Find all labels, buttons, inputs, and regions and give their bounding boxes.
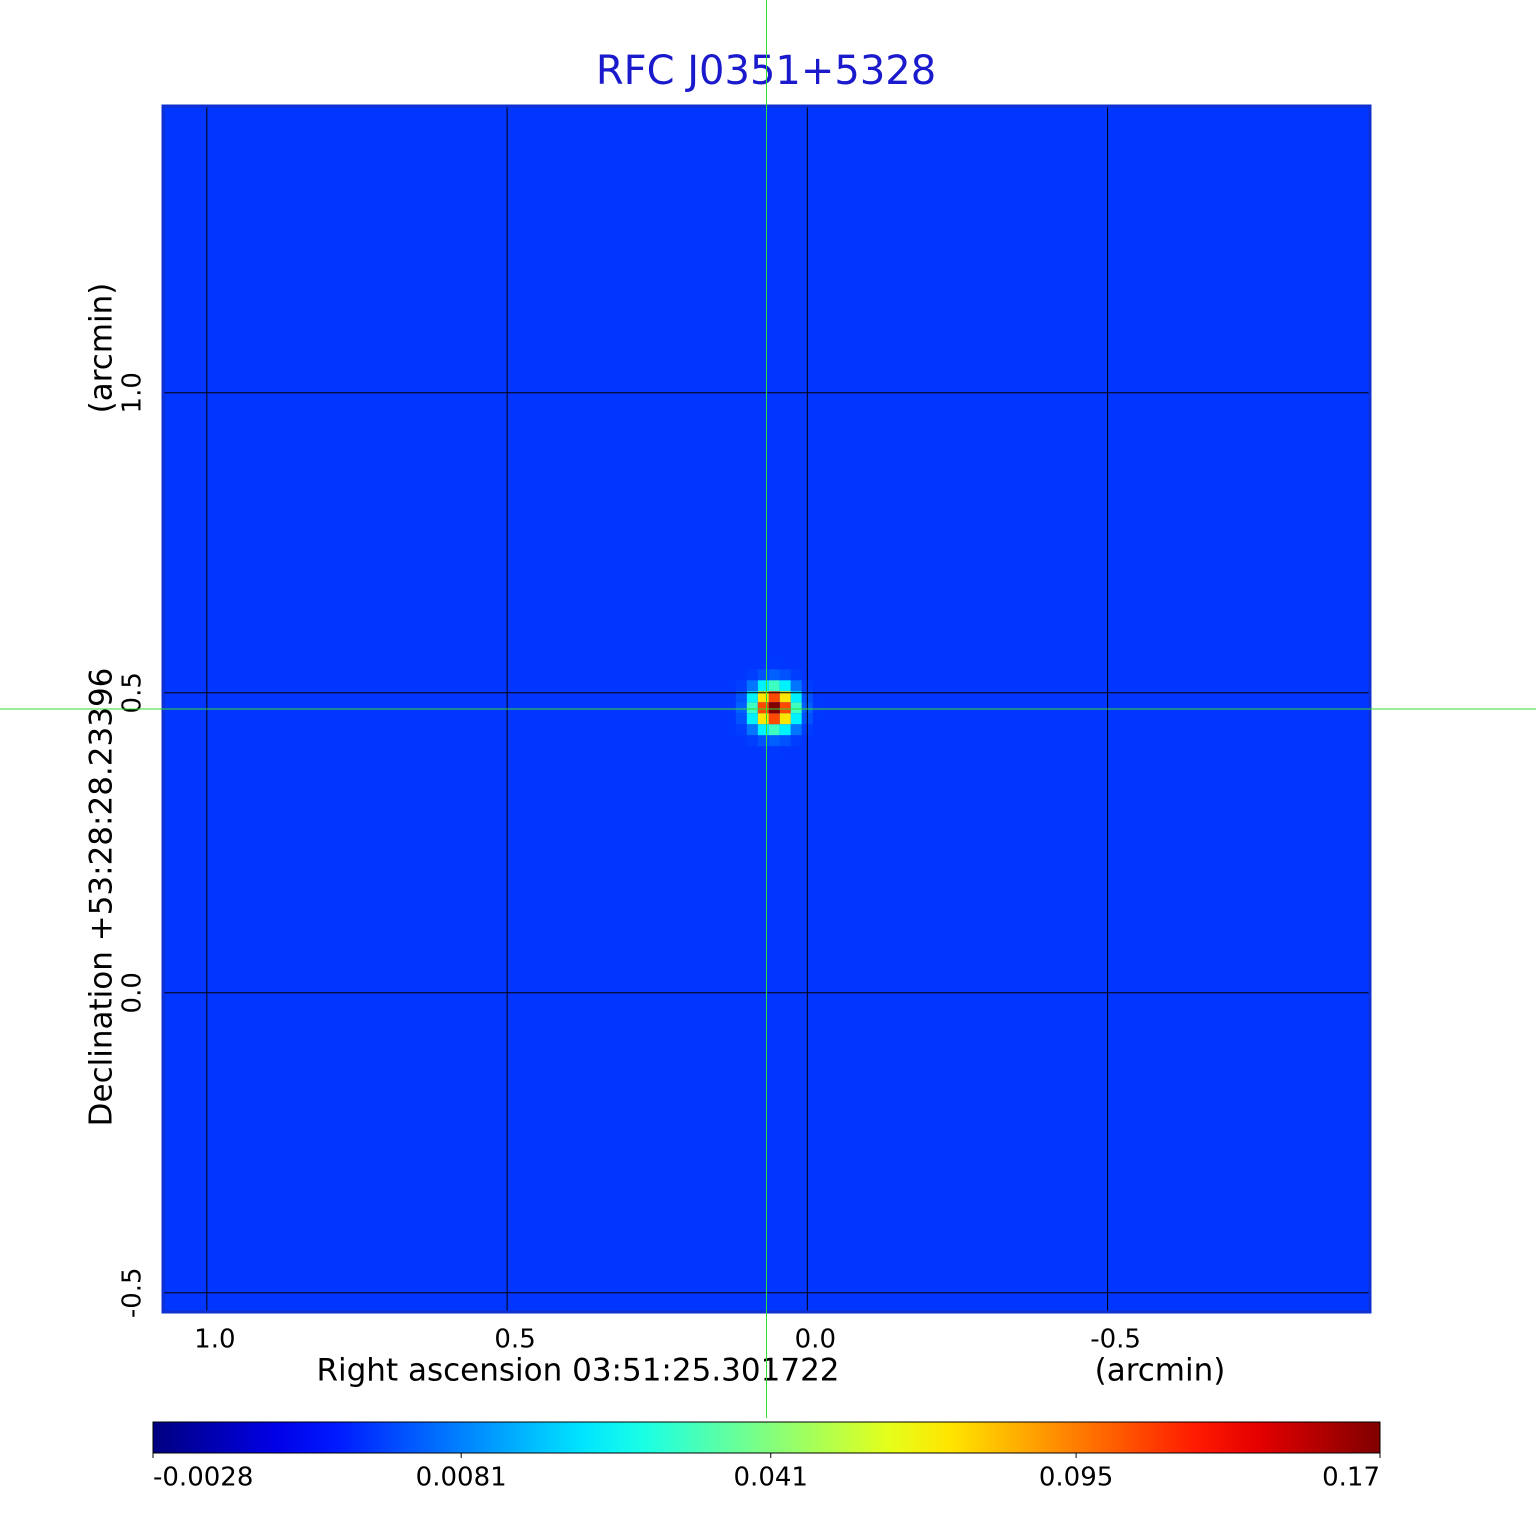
- x-tick-label: 0.5: [494, 1325, 535, 1355]
- y-tick-label: 0.0: [118, 972, 148, 1013]
- colorbar-tick-label: -0.0028: [153, 1463, 253, 1493]
- colorbar-tick-label: 0.0081: [416, 1463, 507, 1493]
- x-axis-unit: (arcmin): [1095, 1353, 1226, 1389]
- colorbar-tick-label: 0.041: [734, 1463, 808, 1493]
- colorbar-tick-label: 0.17: [1322, 1463, 1380, 1493]
- colorbar-tick-label: 0.095: [1039, 1463, 1113, 1493]
- colorbar: [152, 1421, 1381, 1454]
- source-peak: [768, 702, 780, 714]
- y-tick-label: 1.0: [118, 372, 148, 413]
- x-tick-label: 0.0: [795, 1325, 836, 1355]
- y-axis-label: Declination +53:28:28.23396: [84, 668, 120, 1127]
- x-tick-label: -0.5: [1090, 1325, 1141, 1355]
- x-axis-label: Right ascension 03:51:25.301722: [316, 1353, 839, 1389]
- y-tick-label: -0.5: [118, 1267, 148, 1318]
- y-tick-label: 0.5: [118, 672, 148, 713]
- y-axis-unit: (arcmin): [84, 283, 120, 414]
- x-tick-label: 1.0: [194, 1325, 235, 1355]
